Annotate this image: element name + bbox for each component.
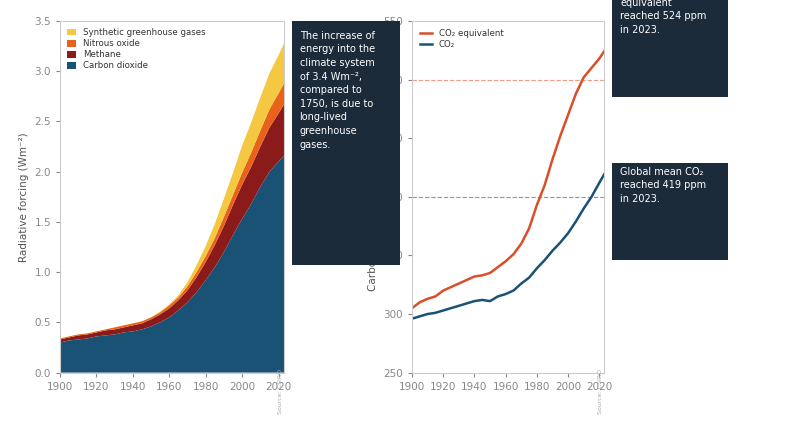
CO₂	[501, 292, 510, 297]
CO₂ equivalent	[599, 49, 609, 54]
CO₂ equivalent	[438, 288, 448, 293]
CO₂	[509, 288, 518, 293]
CO₂ equivalent	[462, 277, 471, 282]
CO₂	[540, 258, 550, 263]
CO₂ equivalent	[430, 294, 440, 299]
Text: Source: CSIRO: Source: CSIRO	[278, 369, 283, 414]
CO₂ equivalent	[586, 65, 596, 70]
Legend: Synthetic greenhouse gases, Nitrous oxide, Methane, Carbon dioxide: Synthetic greenhouse gases, Nitrous oxid…	[64, 25, 209, 73]
CO₂	[555, 240, 565, 245]
CO₂	[517, 281, 526, 286]
CO₂ equivalent	[470, 274, 479, 279]
CO₂	[454, 303, 464, 308]
CO₂	[478, 297, 487, 302]
Text: Global CO₂
equivalent
reached 524 ppm
in 2023.: Global CO₂ equivalent reached 524 ppm in…	[620, 0, 706, 35]
Legend: CO₂ equivalent, CO₂: CO₂ equivalent, CO₂	[416, 25, 507, 52]
CO₂	[524, 275, 534, 280]
CO₂ equivalent	[478, 273, 487, 278]
CO₂	[407, 316, 417, 321]
CO₂ equivalent	[407, 306, 417, 311]
CO₂	[470, 298, 479, 304]
CO₂ equivalent	[517, 241, 526, 246]
Y-axis label: Carbon dioxide concentration (ppm): Carbon dioxide concentration (ppm)	[368, 102, 378, 291]
CO₂	[462, 301, 471, 306]
Y-axis label: Radiative forcing (Wm⁻²): Radiative forcing (Wm⁻²)	[18, 132, 29, 261]
Line: CO₂ equivalent: CO₂ equivalent	[412, 51, 604, 308]
CO₂	[586, 194, 596, 199]
CO₂ equivalent	[524, 226, 534, 231]
CO₂ equivalent	[501, 259, 510, 264]
CO₂ equivalent	[423, 296, 433, 301]
CO₂ equivalent	[446, 285, 456, 290]
CO₂ equivalent	[555, 133, 565, 139]
CO₂ equivalent	[563, 112, 573, 117]
CO₂	[438, 308, 448, 313]
CO₂	[563, 231, 573, 236]
CO₂ equivalent	[509, 252, 518, 257]
CO₂	[599, 172, 609, 177]
CO₂	[532, 266, 542, 271]
CO₂	[594, 180, 604, 185]
CO₂	[415, 314, 425, 319]
CO₂	[446, 306, 456, 311]
CO₂	[486, 298, 495, 304]
CO₂ equivalent	[532, 203, 542, 208]
Text: Global mean CO₂
reached 419 ppm
in 2023.: Global mean CO₂ reached 419 ppm in 2023.	[620, 167, 706, 204]
CO₂ equivalent	[540, 183, 550, 188]
CO₂	[571, 219, 581, 224]
CO₂ equivalent	[454, 281, 464, 286]
CO₂	[493, 294, 502, 299]
CO₂	[579, 206, 589, 211]
CO₂	[423, 312, 433, 317]
Line: CO₂: CO₂	[412, 175, 604, 319]
CO₂ equivalent	[548, 157, 558, 162]
CO₂	[548, 248, 558, 253]
CO₂ equivalent	[579, 75, 589, 80]
CO₂	[430, 310, 440, 315]
CO₂ equivalent	[415, 300, 425, 305]
CO₂ equivalent	[571, 91, 581, 96]
Text: Source: CSIRO: Source: CSIRO	[598, 369, 603, 414]
CO₂ equivalent	[594, 56, 604, 61]
Text: The increase of
energy into the
climate system
of 3.4 Wm⁻²,
compared to
1750, is: The increase of energy into the climate …	[299, 31, 374, 149]
CO₂ equivalent	[493, 264, 502, 269]
CO₂ equivalent	[486, 270, 495, 275]
